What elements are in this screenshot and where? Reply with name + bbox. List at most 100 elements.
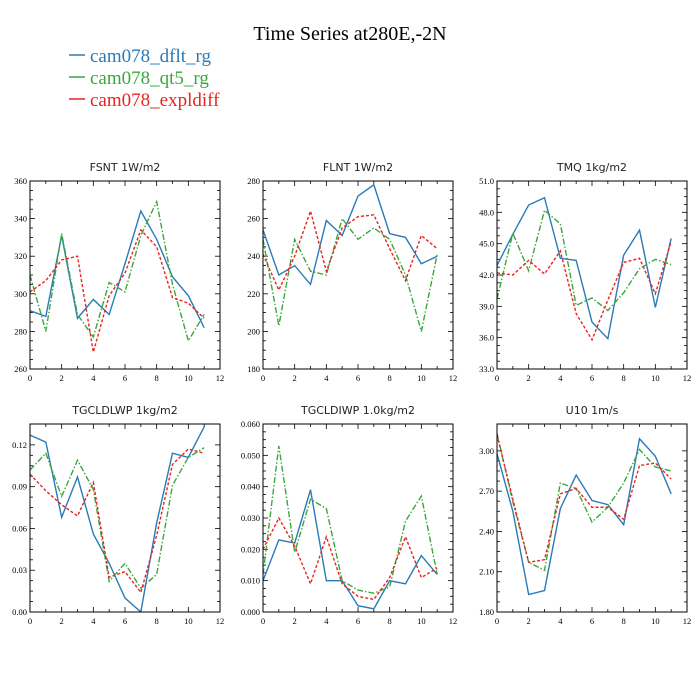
x-tick-label: 4	[558, 373, 563, 383]
x-tick-label: 12	[449, 616, 458, 626]
chart-grid: FSNT 1W/m20 2 4 6 8 10 12260280300320340360FLN…	[12, 161, 691, 626]
y-tick-label: 0.03	[12, 565, 27, 575]
y-tick-label: 360	[14, 176, 27, 186]
x-tick-label: 6	[123, 373, 127, 383]
y-tick-label: 3.00	[479, 446, 494, 456]
x-tick-label: 10	[651, 373, 660, 383]
y-tick-label: 1.80	[479, 607, 494, 617]
x-tick-label: 2	[293, 373, 297, 383]
series-line-expldiff	[263, 208, 438, 292]
x-tick-label: 12	[216, 373, 225, 383]
y-tick-label: 0.030	[241, 513, 260, 523]
y-tick-label: 36.0	[479, 333, 494, 343]
x-tick-label: 4	[91, 373, 96, 383]
x-tick-label: 8	[622, 616, 626, 626]
x-tick-label: 2	[60, 616, 64, 626]
y-tick-label: 280	[247, 176, 260, 186]
plot-frame	[262, 180, 454, 370]
x-tick-label: 6	[356, 616, 360, 626]
y-tick-label: 300	[14, 289, 27, 299]
x-tick-label: 6	[590, 373, 594, 383]
y-tick-label: 51.0	[479, 176, 494, 186]
legend-label-qt5: cam078_qt5_rg	[90, 68, 209, 89]
x-tick-label: 10	[417, 373, 426, 383]
chart-title: FLNT 1W/m2	[323, 161, 393, 174]
y-tick-label: 0.000	[241, 607, 260, 617]
plot-frame	[29, 423, 221, 613]
y-tick-label: 260	[247, 214, 260, 224]
x-tick-label: 4	[324, 616, 329, 626]
x-tick-label: 0	[495, 616, 499, 626]
y-tick-label: 0.020	[241, 544, 260, 554]
y-tick-label: 45.0	[479, 239, 494, 249]
chart-panel: TGCLDLWP 1kg/m2 0 2 4 6 8 10 12 0.00 0.03 0.06 0.09…	[12, 404, 224, 626]
chart-panel: FLNT 1W/m2 0 2 4 6 8 10 12 180 200 220 240 260 280	[247, 161, 457, 383]
legend-label-expldiff: cam078_expldiff	[90, 90, 220, 111]
y-tick-label: 180	[247, 364, 260, 374]
y-tick-label: 2.70	[479, 486, 494, 496]
legend-label-dflt: cam078_dflt_rg	[90, 46, 212, 67]
x-tick-label: 2	[60, 373, 64, 383]
x-tick-label: 2	[527, 616, 531, 626]
y-tick-label: 0.12	[12, 440, 27, 450]
plot-frame	[496, 423, 688, 613]
y-tick-label: 0.06	[12, 523, 27, 533]
x-tick-label: 0	[28, 616, 32, 626]
x-tick-label: 6	[590, 616, 594, 626]
y-tick-label: 42.0	[479, 270, 494, 280]
series-line-qt5	[30, 447, 205, 590]
x-tick-label: 6	[123, 616, 127, 626]
series-line-qt5	[263, 445, 438, 594]
plot-frame	[496, 180, 688, 370]
y-tick-label: 320	[14, 251, 27, 261]
x-tick-label: 10	[651, 616, 660, 626]
x-tick-label: 8	[388, 616, 392, 626]
x-tick-label: 0	[495, 373, 499, 383]
x-tick-label: 2	[293, 616, 297, 626]
y-tick-label: 280	[14, 326, 27, 336]
y-tick-label: 220	[247, 289, 260, 299]
legend-item-dflt: cam078_dflt_rg	[69, 46, 212, 67]
x-tick-label: 4	[324, 373, 329, 383]
series-line-dflt	[263, 183, 438, 286]
series-line-dflt	[30, 209, 205, 328]
y-tick-label: 2.40	[479, 526, 494, 536]
x-tick-label: 12	[216, 616, 225, 626]
plot-frame	[262, 423, 454, 613]
series-line-expldiff	[263, 516, 438, 601]
series-line-qt5	[263, 217, 438, 332]
legend-item-qt5: cam078_qt5_rg	[69, 68, 209, 89]
x-tick-label: 12	[683, 616, 692, 626]
y-tick-label: 0.00	[12, 607, 27, 617]
y-tick-label: 2.10	[479, 567, 494, 577]
plot-frame	[29, 180, 221, 370]
x-tick-label: 10	[184, 373, 193, 383]
chart-panel: TMQ 1kg/m2 0 2 4 6 8 10 12 33.0 36.0 39.0 42.0 45.0 4…	[479, 161, 691, 383]
x-tick-label: 8	[388, 373, 392, 383]
x-tick-label: 4	[91, 616, 96, 626]
y-tick-label: 340	[14, 214, 27, 224]
x-tick-label: 10	[417, 616, 426, 626]
x-tick-label: 8	[155, 616, 159, 626]
series-line-expldiff	[497, 241, 672, 342]
x-tick-label: 2	[527, 373, 531, 383]
x-tick-label: 0	[261, 616, 265, 626]
series-line-expldiff	[30, 448, 205, 595]
x-tick-label: 12	[683, 373, 692, 383]
legend: cam078_dflt_rg cam078_qt5_rg cam078_expl…	[69, 46, 220, 111]
series-line-qt5	[497, 433, 672, 572]
y-tick-label: 200	[247, 326, 260, 336]
y-tick-label: 0.060	[241, 419, 260, 429]
x-tick-label: 12	[449, 373, 458, 383]
series-line-dflt	[263, 489, 438, 610]
series-line-qt5	[30, 199, 205, 343]
series-line-dflt	[497, 437, 672, 596]
chart-title: TGCLDIWP 1.0kg/m2	[300, 404, 415, 417]
x-tick-label: 4	[558, 616, 563, 626]
figure-title: Time Series at280E,-2N	[253, 23, 446, 45]
x-tick-label: 6	[356, 373, 360, 383]
legend-item-expldiff: cam078_expldiff	[69, 90, 220, 111]
x-tick-label: 0	[261, 373, 265, 383]
x-tick-label: 8	[155, 373, 159, 383]
